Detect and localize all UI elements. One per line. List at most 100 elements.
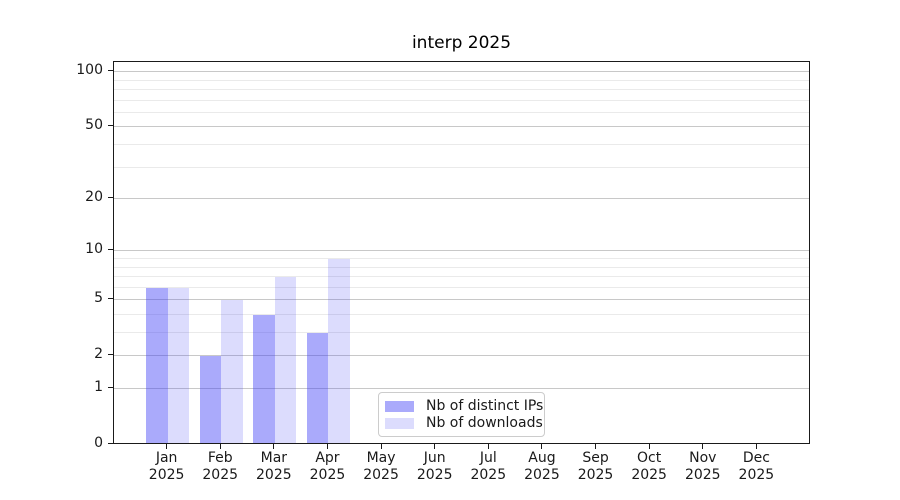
minor-gridline — [114, 276, 809, 278]
bar-feb-ips — [199, 356, 222, 443]
month-label: Aug — [528, 450, 556, 466]
x-tick-mark — [273, 444, 275, 449]
minor-gridline — [114, 144, 809, 146]
x-tick-mark — [648, 444, 650, 449]
x-tick-mark — [166, 444, 168, 449]
major-gridline — [114, 250, 809, 252]
minor-gridline — [114, 266, 809, 268]
x-tick-label-sep: Sep 2025 — [556, 450, 636, 484]
minor-gridline — [114, 258, 809, 259]
month-label: Jun — [423, 450, 446, 466]
major-gridline — [114, 355, 809, 357]
x-tick-mark — [595, 444, 597, 449]
bar-mar-ips — [253, 314, 275, 443]
y-tick-label: 20 — [85, 189, 103, 206]
year-label: 2025 — [631, 467, 667, 483]
year-label: 2025 — [577, 467, 614, 483]
month-label: Mar — [260, 450, 288, 466]
legend-label: Nb of distinct IPs — [426, 398, 544, 414]
month-label: Nov — [689, 450, 717, 466]
x-tick-mark — [326, 444, 328, 449]
major-gridline — [114, 388, 809, 389]
bar-jan-downloads — [167, 287, 190, 443]
month-label: Feb — [207, 450, 233, 466]
legend-swatch — [385, 400, 414, 412]
minor-gridline — [114, 332, 809, 334]
minor-gridline — [114, 99, 809, 101]
y-tick-label: 100 — [76, 62, 103, 79]
bar-apr-ips — [306, 333, 329, 443]
chart-title: interp 2025 — [411, 33, 512, 53]
x-tick-label-oct: Oct 2025 — [609, 450, 689, 484]
month-label: May — [366, 450, 396, 466]
legend-swatch — [385, 417, 414, 429]
major-gridline — [114, 198, 809, 200]
month-label: Apr — [315, 450, 340, 466]
year-label: 2025 — [470, 467, 507, 483]
year-label: 2025 — [202, 467, 239, 483]
legend-item: Nb of downloads — [385, 415, 543, 431]
x-tick-label-jul: Jul 2025 — [448, 450, 528, 484]
y-tick-mark — [108, 443, 113, 444]
month-label: Sep — [582, 450, 609, 466]
y-tick-mark — [108, 70, 113, 72]
x-tick-label-jan: Jan 2025 — [127, 450, 207, 484]
x-tick-label-nov: Nov 2025 — [663, 450, 743, 484]
y-tick-label: 1 — [94, 379, 103, 395]
month-label: Jul — [479, 450, 497, 466]
year-label: 2025 — [363, 467, 399, 483]
minor-gridline — [114, 111, 809, 113]
x-tick-mark — [487, 444, 489, 449]
minor-gridline — [114, 166, 809, 168]
year-label: 2025 — [738, 467, 775, 483]
year-label: 2025 — [524, 467, 560, 483]
x-tick-label-dec: Dec 2025 — [716, 450, 796, 484]
y-tick-label: 5 — [94, 290, 103, 307]
x-tick-label-may: May 2025 — [341, 450, 421, 484]
year-label: 2025 — [148, 467, 185, 483]
legend-item: Nb of distinct IPs — [385, 398, 543, 414]
month-label: Dec — [742, 450, 770, 466]
month-label: Jan — [155, 450, 178, 466]
y-tick-label: 0 — [94, 435, 103, 451]
y-tick-mark — [108, 298, 113, 300]
x-tick-label-apr: Apr 2025 — [287, 450, 367, 484]
minor-gridline — [114, 89, 809, 91]
x-tick-mark — [702, 444, 704, 449]
y-tick-label: 2 — [94, 346, 103, 363]
year-label: 2025 — [416, 467, 453, 483]
x-tick-mark — [434, 444, 436, 449]
x-tick-label-aug: Aug 2025 — [502, 450, 582, 484]
year-label: 2025 — [684, 467, 721, 483]
x-tick-label-jun: Jun 2025 — [395, 450, 475, 484]
y-tick-mark — [108, 197, 113, 199]
x-tick-mark — [755, 444, 757, 449]
legend-label: Nb of downloads — [426, 415, 543, 431]
x-tick-mark — [219, 444, 221, 449]
y-tick-mark — [108, 125, 113, 127]
year-label: 2025 — [309, 467, 346, 483]
x-tick-label-feb: Feb 2025 — [180, 450, 260, 484]
x-tick-mark — [541, 444, 543, 449]
bar-mar-downloads — [274, 277, 297, 443]
bar-jan-ips — [146, 287, 168, 443]
minor-gridline — [114, 286, 809, 288]
bar-feb-downloads — [221, 300, 243, 443]
y-tick-mark — [108, 249, 113, 251]
legend: Nb of distinct IPs Nb of downloads — [378, 392, 545, 437]
month-label: Oct — [637, 450, 662, 466]
minor-gridline — [114, 79, 809, 81]
bar-apr-downloads — [328, 259, 350, 443]
x-tick-mark — [380, 444, 382, 449]
plot-area — [113, 61, 810, 444]
y-tick-label: 50 — [85, 117, 103, 134]
major-gridline — [114, 71, 809, 73]
x-tick-label-mar: Mar 2025 — [234, 450, 314, 484]
y-tick-label: 10 — [85, 241, 103, 258]
major-gridline — [114, 126, 809, 128]
year-label: 2025 — [256, 467, 292, 483]
minor-gridline — [114, 313, 809, 315]
y-tick-mark — [108, 354, 113, 356]
major-gridline — [114, 299, 809, 301]
